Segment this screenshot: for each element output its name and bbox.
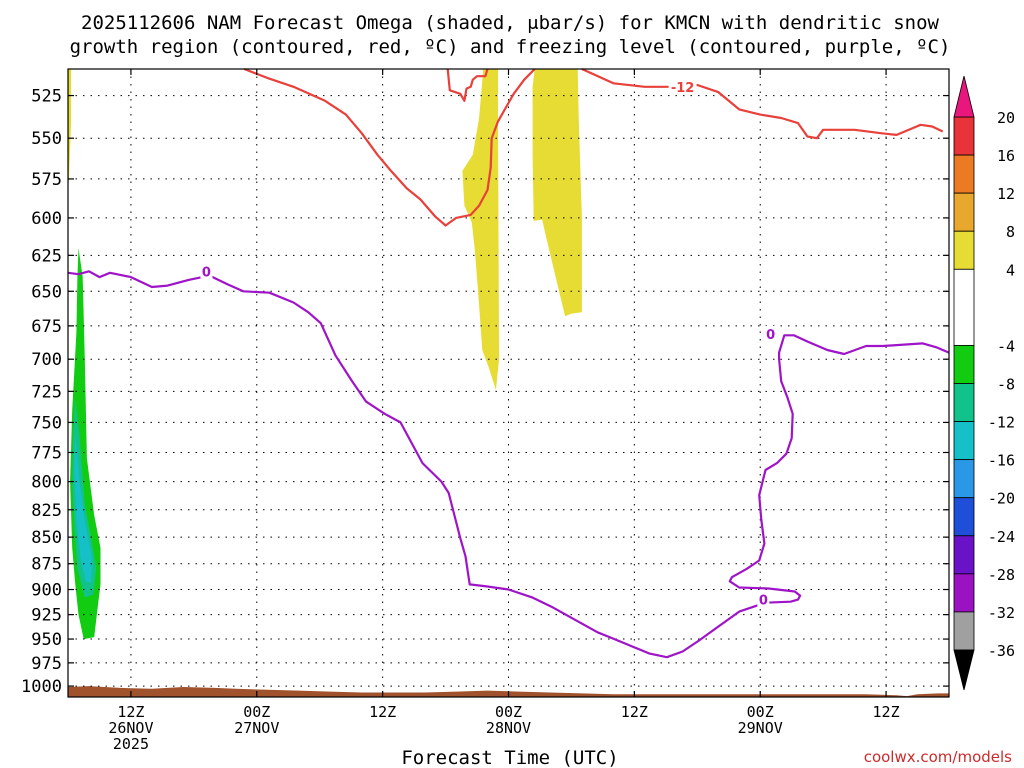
colorbar-band	[953, 230, 975, 270]
colorbar-tick-label: -20	[988, 490, 1015, 508]
y-tick-label: 725	[31, 382, 62, 402]
x-tick-label: 27NOV	[234, 719, 279, 737]
colorbar-band	[953, 345, 975, 384]
y-tick-label: 900	[31, 581, 62, 601]
x-tick-label: 12Z	[117, 703, 144, 721]
colorbar-tick-label: -12	[988, 414, 1015, 432]
contour-label-bg	[200, 263, 213, 279]
contour-label: 0	[202, 265, 211, 280]
colorbar-band	[953, 421, 975, 461]
colorbar-tick-label: -36	[988, 642, 1015, 660]
y-tick-label: 550	[31, 129, 62, 149]
colorbar-tick-label: 4	[1006, 261, 1015, 279]
colorbar: 20 16 12 8 4 -4 -8 -12 -16 -20 -24 -28 -32 -36	[953, 75, 1015, 691]
colorbar-band	[953, 611, 975, 651]
colorbar-tick-label: 20	[997, 109, 1015, 127]
omega-region	[72, 397, 97, 598]
omega-region	[532, 69, 582, 317]
omega-region	[462, 69, 500, 391]
y-tick-label: 750	[31, 413, 62, 433]
dendritic-growth-contour	[581, 67, 944, 140]
contour-label-bg	[764, 325, 777, 341]
x-tick-label: 2025	[113, 735, 149, 753]
x-tick-label: 00Z	[243, 703, 270, 721]
colorbar-tick-label: -28	[988, 566, 1015, 584]
y-tick-label: 800	[31, 473, 62, 493]
colorbar-band	[953, 192, 975, 232]
x-tick-label: 28NOV	[486, 719, 531, 737]
grid-lines	[68, 69, 949, 697]
contour-label: -12	[671, 81, 695, 96]
colorbar-tick-label: -4	[997, 337, 1015, 355]
contour-lines	[67, 67, 950, 659]
x-tick-label: 12Z	[873, 703, 900, 721]
y-tick-label: 650	[31, 282, 62, 302]
chart-title-line2: growth region (contoured, red, ºC) and f…	[70, 36, 951, 58]
y-tick-label: 525	[31, 87, 62, 107]
x-tick-label: 12Z	[621, 703, 648, 721]
y-tick-label: 675	[31, 317, 62, 337]
x-axis-label: Forecast Time (UTC)	[401, 747, 618, 768]
colorbar-band	[953, 383, 975, 422]
y-tick-label: 925	[31, 606, 62, 626]
colorbar-tick-label: -16	[988, 452, 1015, 470]
freezing-level-contour	[67, 270, 950, 659]
colorbar-tick-label: -32	[988, 604, 1015, 622]
x-tick-label: 26NOV	[108, 719, 153, 737]
contour-label-bg	[668, 78, 697, 94]
y-tick-label: 850	[31, 528, 62, 548]
colorbar-tick-label: -24	[988, 528, 1015, 546]
y-tick-label: 825	[31, 501, 62, 521]
colorbar-band	[953, 573, 975, 613]
y-tick-label: 975	[31, 654, 62, 674]
y-tick-label: 1000	[21, 677, 62, 697]
y-tick-label: 950	[31, 630, 62, 650]
x-tick-label: 00Z	[495, 703, 522, 721]
dendritic-growth-contour	[446, 68, 489, 102]
contour-labels: 0 0 0 -12	[200, 78, 777, 609]
y-tick-label: 700	[31, 350, 62, 370]
colorbar-band	[953, 268, 975, 346]
y-tick-label: 875	[31, 555, 62, 575]
contour-label: 0	[766, 328, 775, 343]
x-tick-label: 12Z	[369, 703, 396, 721]
y-tick-label: 600	[31, 209, 62, 229]
y-tick-label: 625	[31, 246, 62, 266]
colorbar-tick-label: 8	[1006, 223, 1015, 241]
y-axis: 525 550 575 600 625 650 675 700 725 750 775 800 825 8…	[21, 87, 949, 697]
y-tick-label: 775	[31, 443, 62, 463]
omega-region	[68, 69, 72, 187]
contour-label: 0	[759, 594, 768, 609]
x-tick-label: 29NOV	[738, 719, 783, 737]
credit-text: coolwx.com/models	[864, 748, 1012, 766]
dendritic-growth-contour	[243, 67, 536, 227]
colorbar-tick-label: 12	[997, 185, 1015, 203]
colorbar-tick-label: -8	[997, 376, 1015, 394]
x-tick-label: 00Z	[747, 703, 774, 721]
colorbar-band	[953, 497, 975, 537]
colorbar-band	[953, 154, 975, 194]
colorbar-bottom-arrow	[953, 649, 975, 691]
omega-shading	[68, 69, 582, 640]
colorbar-band	[953, 116, 975, 156]
colorbar-top-arrow	[953, 75, 975, 118]
contour-label-bg	[757, 591, 770, 607]
y-tick-label: 575	[31, 170, 62, 190]
colorbar-tick-label: 16	[997, 147, 1015, 165]
colorbar-band	[953, 535, 975, 575]
omega-region	[74, 434, 93, 583]
chart-title-line1: 2025112606 NAM Forecast Omega (shaded, μ…	[81, 12, 939, 34]
colorbar-band	[953, 459, 975, 499]
